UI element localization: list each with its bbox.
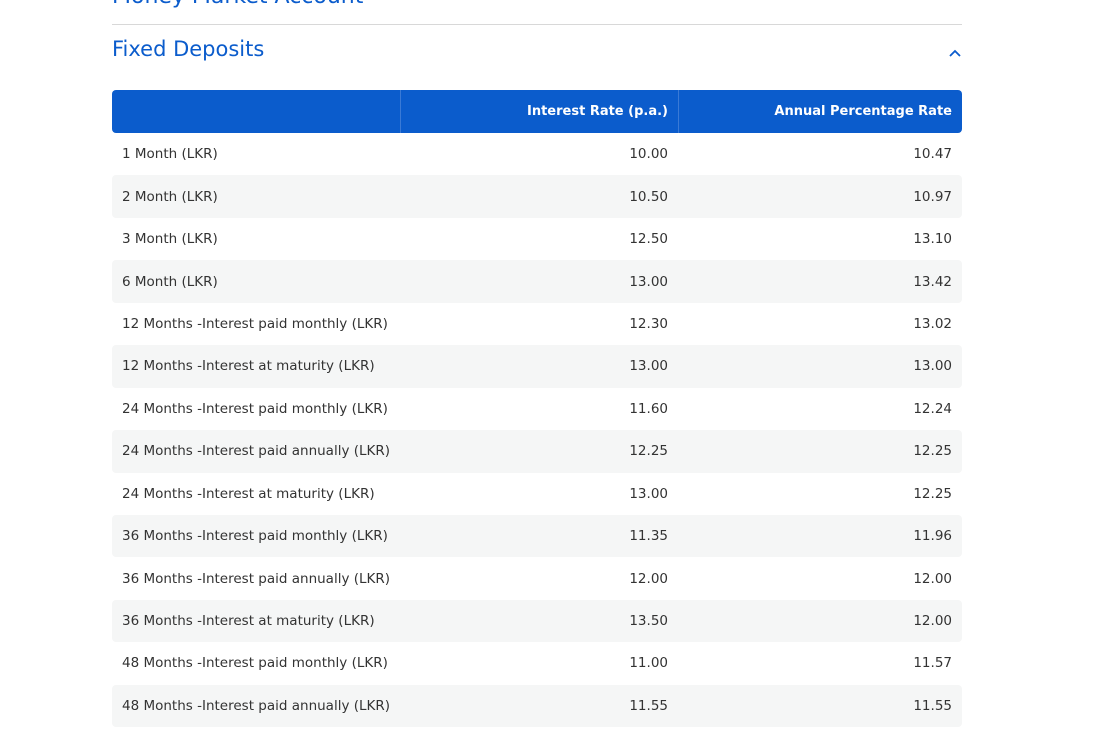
rate-cell: 11.00	[629, 655, 668, 672]
rate-cell: 12.25	[913, 485, 952, 502]
rate-cell: 13.42	[678, 260, 962, 303]
rate-cell: 13.02	[913, 315, 952, 332]
rate-cell: 12.25	[400, 430, 678, 473]
rate-cell: 12.50	[629, 231, 668, 248]
table-row: 1 Month (LKR) 10.00 10.47	[112, 133, 962, 175]
section-title[interactable]: Fixed Deposits	[112, 37, 265, 61]
term-cell: 48 Months -Interest paid monthly (LKR)	[122, 655, 388, 672]
term-cell: 2 Month (LKR)	[112, 175, 401, 218]
rate-cell: 12.24	[913, 400, 952, 417]
term-cell: 36 Months -Interest paid annually (LKR)	[122, 570, 391, 587]
rate-cell: 11.55	[678, 684, 962, 728]
table-row: 3 Month (LKR) 12.50 13.10	[112, 218, 962, 260]
rate-cell: 11.55	[400, 684, 678, 728]
table-row: 36 Months -Interest paid annually (LKR) 1…	[112, 557, 962, 599]
table-row: 2 Month (LKR) 10.50 10.97	[112, 175, 962, 218]
rate-cell: 11.57	[913, 655, 952, 672]
term-cell: 12 Months -Interest at maturity (LKR)	[112, 345, 401, 388]
table-row: 36 Months -Interest paid monthly (LKR) 11…	[112, 514, 962, 558]
table-row: 6 Month (LKR) 13.00 13.42	[112, 260, 962, 303]
term-cell: 3 Month (LKR)	[122, 231, 218, 248]
rate-cell: 10.47	[913, 146, 952, 163]
term-cell: 36 Months -Interest paid monthly (LKR)	[112, 514, 401, 558]
rate-cell: 12.00	[678, 599, 962, 643]
rate-cell: 13.00	[629, 485, 668, 502]
collapse-icon[interactable]	[947, 46, 963, 60]
term-cell: 6 Month (LKR)	[112, 260, 401, 303]
term-cell: 24 Months -Interest at maturity (LKR)	[122, 485, 375, 502]
term-cell: 48 Months -Interest paid annually (LKR)	[112, 684, 401, 728]
rate-cell: 11.60	[629, 400, 668, 417]
rate-cell: 12.25	[678, 430, 962, 473]
table-row: 36 Months -Interest at maturity (LKR) 13.…	[112, 599, 962, 643]
rate-cell: 11.96	[678, 514, 962, 558]
rate-cell: 12.00	[629, 570, 668, 587]
term-cell: 24 Months -Interest paid annually (LKR)	[112, 430, 401, 473]
rate-cell: 10.97	[678, 175, 962, 218]
table-row: 24 Months -Interest paid annually (LKR) 1…	[112, 430, 962, 473]
table-row: 48 Months -Interest paid monthly (LKR) 11…	[112, 642, 962, 684]
header-row: Interest Rate (p.a.) Annual Percentage Ra…	[112, 90, 962, 133]
table-row: 12 Months -Interest at maturity (LKR) 13.…	[112, 345, 962, 388]
rate-cell: 13.10	[913, 231, 952, 248]
table-row: 24 Months -Interest at maturity (LKR) 13.…	[112, 473, 962, 515]
term-cell: 36 Months -Interest at maturity (LKR)	[112, 599, 401, 643]
term-cell: 1 Month (LKR)	[122, 146, 218, 163]
column-header	[112, 90, 401, 133]
table-row: 24 Months -Interest paid monthly (LKR) 11…	[112, 388, 962, 430]
term-cell: 24 Months -Interest paid monthly (LKR)	[122, 400, 388, 417]
column-header: Annual Percentage Rate	[678, 90, 962, 133]
rate-cell: 13.00	[678, 345, 962, 388]
divider	[112, 24, 962, 25]
rates-table: Interest Rate (p.a.) Annual Percentage Ra…	[112, 90, 962, 728]
column-header: Interest Rate (p.a.)	[400, 90, 678, 133]
rate-cell: 10.50	[400, 175, 678, 218]
table-row: 48 Months -Interest paid annually (LKR) 1…	[112, 684, 962, 728]
rate-cell: 12.00	[913, 570, 952, 587]
section-title[interactable]: Money Market Account	[112, 0, 363, 9]
rate-cell: 11.35	[400, 514, 678, 558]
term-cell: 12 Months -Interest paid monthly (LKR)	[122, 315, 388, 332]
rate-cell: 12.30	[629, 315, 668, 332]
rate-cell: 10.00	[629, 146, 668, 163]
table-row: 12 Months -Interest paid monthly (LKR) 12…	[112, 303, 962, 345]
rate-cell: 13.50	[400, 599, 678, 643]
rate-cell: 13.00	[400, 345, 678, 388]
rate-cell: 13.00	[400, 260, 678, 303]
